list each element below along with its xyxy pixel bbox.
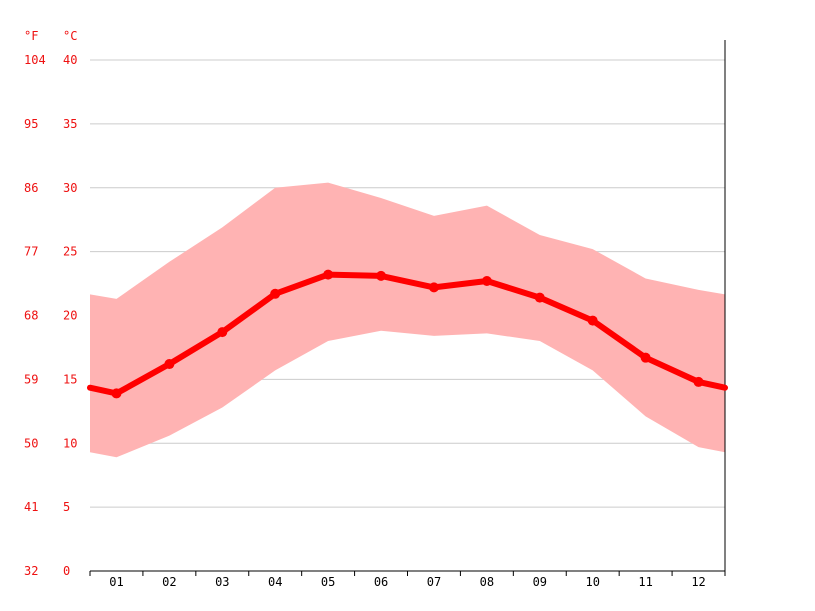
y-axis-labels: °F °C 104 40 95 35 86 30 77 25 68 20 59 15 50 10 41 5 32… [24, 29, 77, 578]
y-tick-celsius: 0 [63, 564, 70, 578]
data-point [270, 288, 281, 299]
x-tick-label: 12 [691, 575, 705, 589]
data-point [217, 327, 228, 338]
y-tick-celsius: 5 [63, 500, 70, 514]
y-tick-fahrenheit: 41 [24, 500, 38, 514]
data-point [640, 352, 651, 363]
x-tick-label: 01 [109, 575, 123, 589]
x-axis-labels: 01 02 03 04 05 06 07 08 09 10 11 12 [109, 575, 706, 589]
fahrenheit-unit-label: °F [24, 29, 38, 43]
data-point [428, 282, 439, 293]
y-tick-fahrenheit: 59 [24, 372, 38, 386]
temperature-range-band [90, 182, 725, 458]
x-tick-label: 05 [321, 575, 335, 589]
data-point [111, 388, 122, 399]
data-point [376, 270, 387, 281]
data-point [693, 376, 704, 387]
data-point [323, 269, 334, 280]
celsius-unit-label: °C [63, 29, 77, 43]
y-tick-celsius: 10 [63, 436, 77, 450]
data-point [587, 315, 598, 326]
y-tick-celsius: 20 [63, 309, 77, 323]
y-tick-fahrenheit: 86 [24, 181, 38, 195]
axes [89, 40, 726, 576]
x-tick-label: 09 [533, 575, 547, 589]
y-tick-celsius: 25 [63, 245, 77, 259]
x-tick-label: 06 [374, 575, 388, 589]
x-tick-label: 04 [268, 575, 282, 589]
x-tick-label: 10 [585, 575, 599, 589]
y-tick-fahrenheit: 95 [24, 117, 38, 131]
y-tick-celsius: 40 [63, 53, 77, 67]
y-tick-celsius: 15 [63, 372, 77, 386]
y-tick-fahrenheit: 104 [24, 53, 46, 67]
x-tick-label: 11 [638, 575, 652, 589]
x-tick-label: 02 [162, 575, 176, 589]
y-tick-celsius: 35 [63, 117, 77, 131]
y-tick-fahrenheit: 50 [24, 436, 38, 450]
y-tick-celsius: 30 [63, 181, 77, 195]
x-tick-label: 07 [427, 575, 441, 589]
data-point [534, 292, 545, 303]
y-tick-fahrenheit: 68 [24, 309, 38, 323]
y-tick-fahrenheit: 32 [24, 564, 38, 578]
x-tick-label: 08 [480, 575, 494, 589]
data-point [481, 276, 492, 287]
x-tick-label: 03 [215, 575, 229, 589]
y-tick-fahrenheit: 77 [24, 245, 38, 259]
data-point [164, 359, 175, 370]
average-temperature-line [87, 271, 728, 397]
average-temperature-points [111, 269, 704, 399]
